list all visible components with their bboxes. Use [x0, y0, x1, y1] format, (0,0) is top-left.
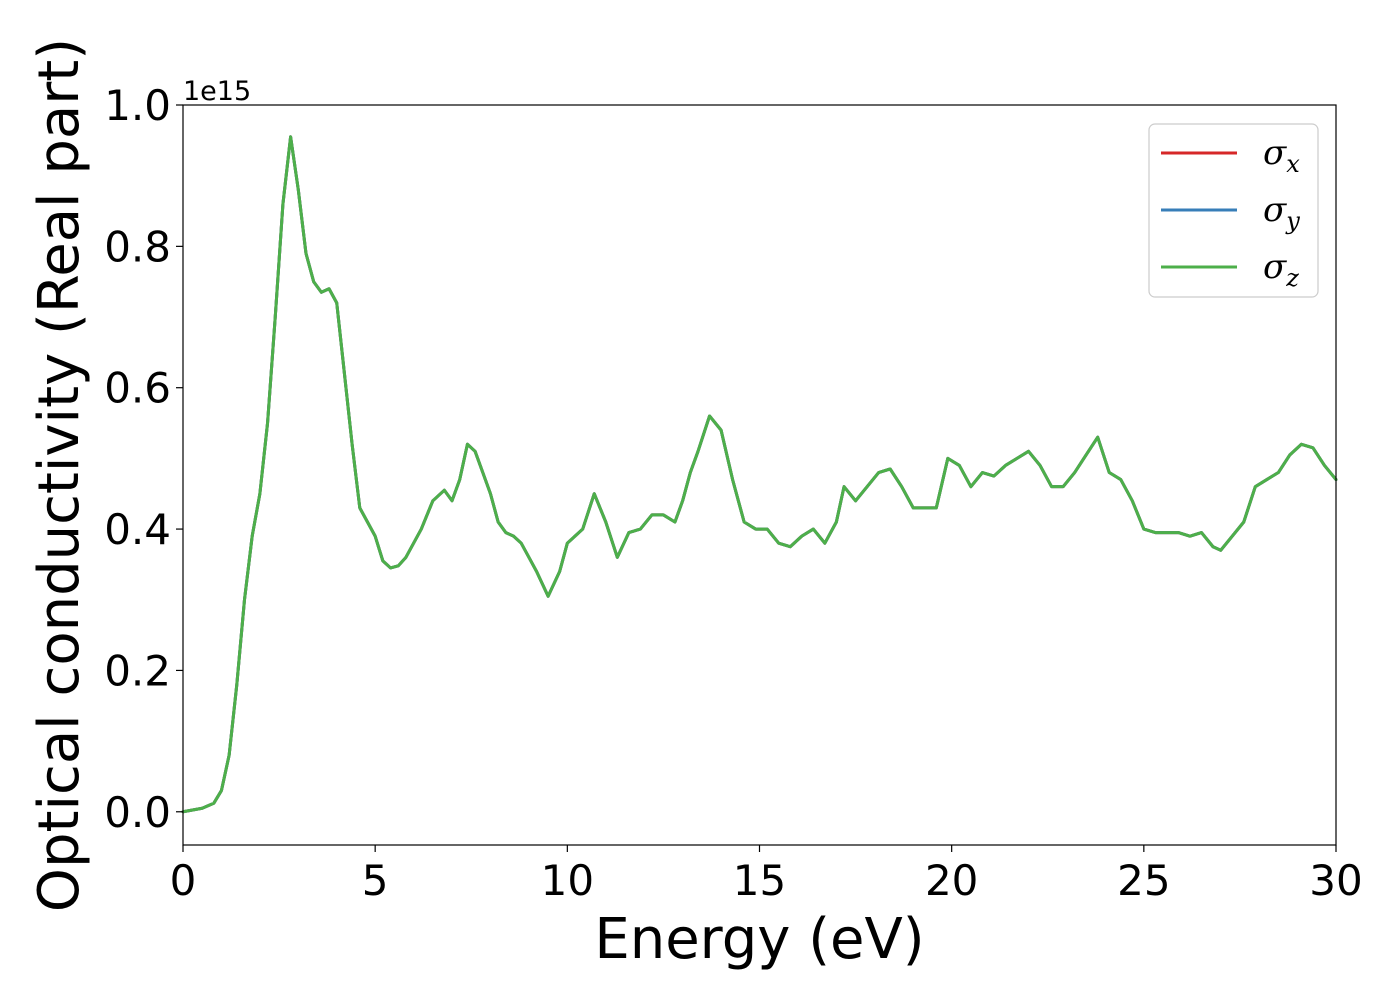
- legend-label-z: σz: [1263, 247, 1299, 292]
- x-tick-label: 10: [541, 856, 594, 905]
- y-offset-label: 1e15: [183, 76, 251, 107]
- x-axis-label: Energy (eV): [594, 907, 924, 972]
- legend-label-y: σy: [1263, 190, 1300, 235]
- y-axis-label: Optical conductivity (Real part): [27, 38, 92, 912]
- series-line-z: [181, 135, 1338, 814]
- y-tick-label: 1.0: [104, 81, 171, 130]
- x-tick-label: 0: [170, 856, 197, 905]
- series-layer: [181, 135, 1338, 814]
- y-axis: 0.0 0.2 0.4 0.6 0.8 1.0: [104, 81, 183, 837]
- y-tick-label: 0.4: [104, 505, 171, 554]
- x-tick-label: 5: [362, 856, 389, 905]
- x-tick-label: 30: [1309, 856, 1362, 905]
- x-tick-label: 15: [733, 856, 786, 905]
- legend-label-x: σx: [1263, 133, 1300, 178]
- x-axis: 0 5 10 15 20 25 30: [170, 845, 1363, 905]
- y-tick-label: 0.8: [104, 222, 171, 271]
- y-tick-label: 0.2: [104, 646, 171, 695]
- y-tick-label: 0.6: [104, 364, 171, 413]
- legend: σx σy σz: [1148, 123, 1319, 298]
- x-tick-label: 25: [1117, 856, 1170, 905]
- y-tick-label: 0.0: [104, 788, 171, 837]
- x-tick-label: 20: [925, 856, 978, 905]
